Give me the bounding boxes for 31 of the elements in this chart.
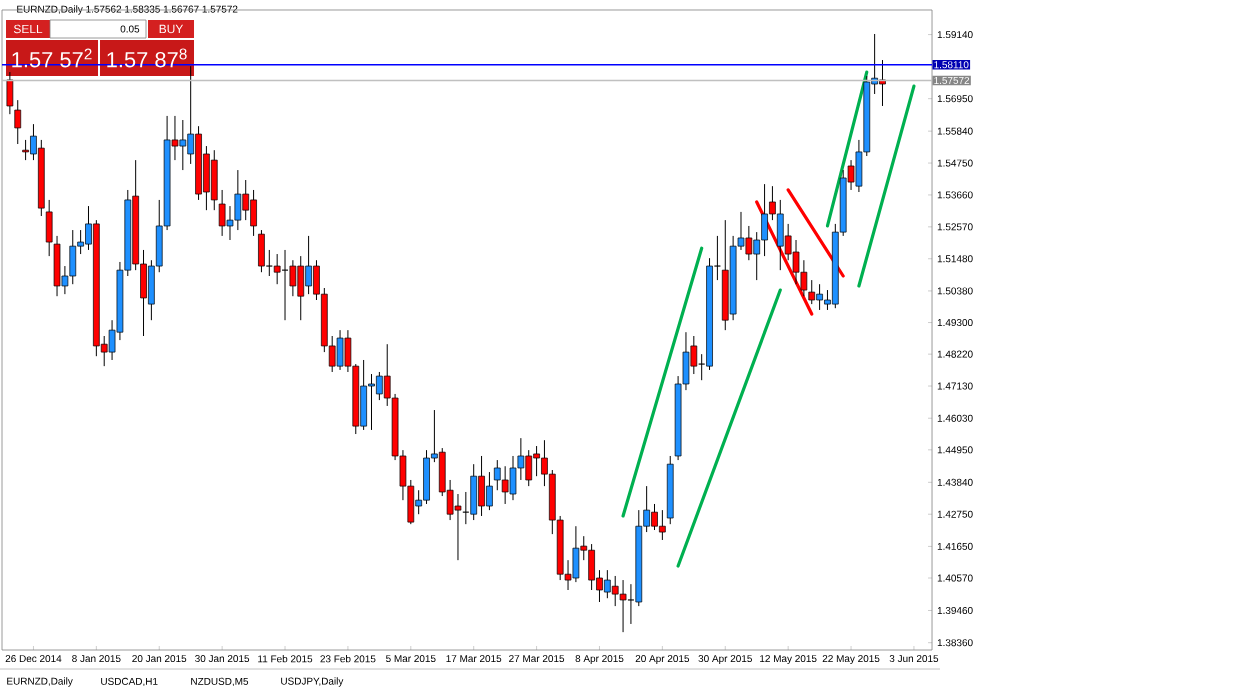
candlestick xyxy=(651,503,658,531)
candlestick xyxy=(281,249,289,321)
candlestick xyxy=(179,119,187,171)
candlestick xyxy=(572,525,580,583)
candlestick xyxy=(659,509,666,541)
candlestick xyxy=(604,569,611,599)
candlestick xyxy=(258,229,265,273)
candlestick xyxy=(619,579,627,633)
candlestick xyxy=(761,183,768,257)
candlestick xyxy=(588,543,595,591)
candlestick xyxy=(879,59,886,107)
candlestick xyxy=(360,359,367,431)
candlestick xyxy=(486,471,493,511)
candlestick xyxy=(368,373,375,431)
candlestick xyxy=(478,455,485,517)
candlestick xyxy=(250,189,257,237)
annotation: 1.57 87$^{8}$ xyxy=(107,48,187,68)
candlestick xyxy=(533,445,540,477)
candlestick xyxy=(242,179,250,221)
candlestick xyxy=(297,255,305,321)
candlestick xyxy=(501,465,509,505)
candlestick xyxy=(423,449,430,505)
candlestick xyxy=(454,493,462,561)
candlestick xyxy=(336,329,344,371)
candlestick xyxy=(776,199,784,271)
candlestick xyxy=(376,371,383,401)
candlestick xyxy=(22,139,29,161)
annotation: 1.57 57$^{2}$ xyxy=(12,48,92,68)
candlestick xyxy=(816,283,823,311)
candlestick xyxy=(470,463,478,521)
candlestick xyxy=(305,235,312,295)
